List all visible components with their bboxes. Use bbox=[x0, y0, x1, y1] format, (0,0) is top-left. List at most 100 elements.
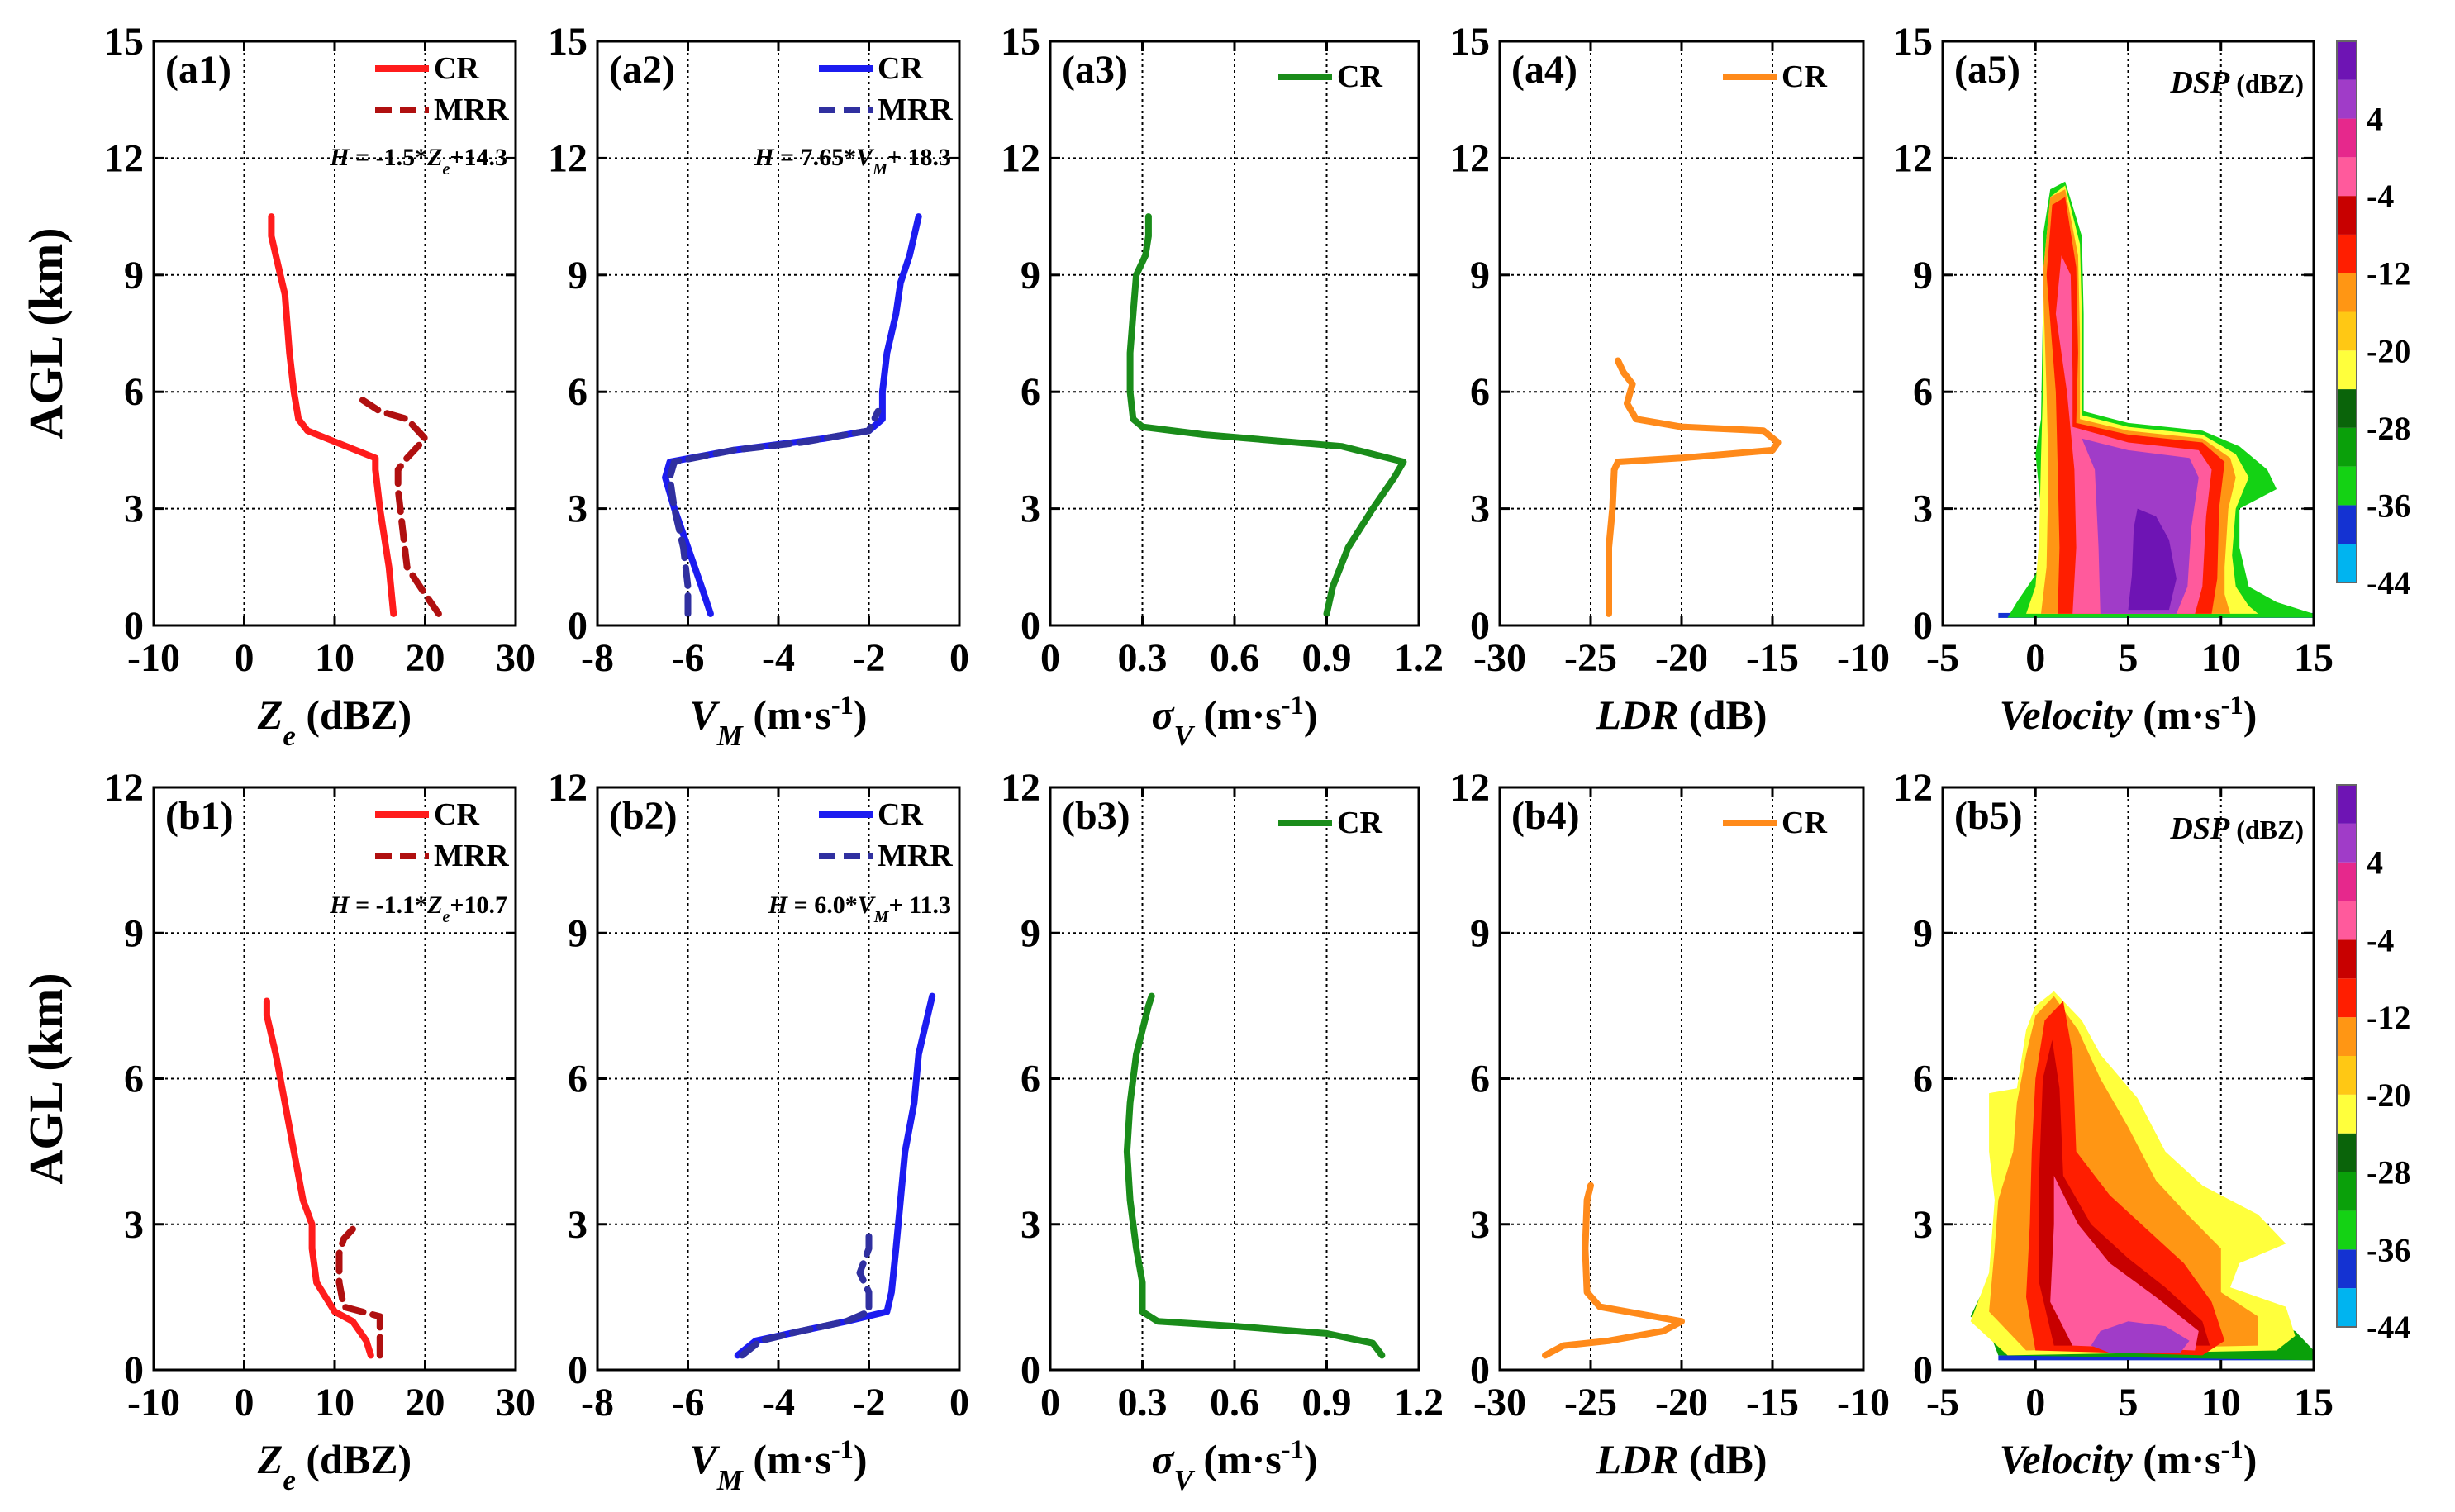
panel-a1-ytick-label: 15 bbox=[104, 20, 144, 64]
panel-b2-xtick-label: 0 bbox=[949, 1381, 969, 1424]
panel-a4-xtick-label: -15 bbox=[1746, 636, 1799, 680]
panel-a2-series-mrr bbox=[666, 407, 882, 617]
panel-b3-xtick-label: 0.9 bbox=[1302, 1381, 1352, 1424]
colorbar-1-cell bbox=[2337, 544, 2357, 582]
panel-b3-label: (b3) bbox=[1062, 794, 1130, 838]
panel-a5-xlabel: Velocity (m·s-1) bbox=[2000, 691, 2258, 738]
panel-b3-ytick-label: 9 bbox=[1021, 911, 1040, 955]
panel-b4-ytick-label: 9 bbox=[1470, 911, 1490, 955]
panel-b2-xtick-label: -4 bbox=[762, 1381, 795, 1424]
colorbar-1-cell bbox=[2337, 273, 2357, 312]
panel-a1-ytick-label: 12 bbox=[104, 136, 144, 180]
panel-a1-ytick-label: 9 bbox=[124, 254, 144, 297]
panel-b1-series-mrr bbox=[335, 1225, 383, 1359]
panel-b4-xtick-label: -15 bbox=[1746, 1381, 1799, 1424]
panel-b4-ytick-label: 3 bbox=[1470, 1203, 1490, 1247]
colorbar-2-cell bbox=[2337, 823, 2357, 863]
panel-b4-xlabel: LDR (dB) bbox=[1596, 1436, 1768, 1482]
panel-a5-label: (a5) bbox=[1954, 48, 2020, 92]
colorbar-2-label: -28 bbox=[2367, 1154, 2410, 1191]
panel-b5-xtick-label: 15 bbox=[2294, 1381, 2334, 1424]
panel-b3-ytick-label: 12 bbox=[1001, 766, 1040, 810]
panel-a3-series-cr bbox=[1126, 213, 1407, 617]
panel-b1-series-cr bbox=[263, 997, 374, 1359]
panel-a5-ytick-label: 3 bbox=[1913, 487, 1933, 531]
panel-b5-ytick-label: 3 bbox=[1913, 1203, 1933, 1247]
colorbar-2-label: -4 bbox=[2367, 921, 2394, 958]
colorbar-1-label: -20 bbox=[2367, 332, 2410, 369]
panel-b1-ytick-label: 0 bbox=[124, 1348, 144, 1392]
panel-a4-xtick-label: -10 bbox=[1837, 636, 1890, 680]
panel-a4-xtick-label: -20 bbox=[1655, 636, 1708, 680]
colorbar-2-cell bbox=[2337, 1133, 2357, 1172]
panel-b3-xtick-label: 1.2 bbox=[1394, 1381, 1444, 1424]
panel-a3-xlabel: σV (m·s-1) bbox=[1152, 691, 1318, 752]
panel-a4-ytick-label: 0 bbox=[1470, 604, 1490, 648]
panel-a5-xtick-label: 10 bbox=[2201, 636, 2241, 680]
panel-a3-ytick-label: 0 bbox=[1021, 604, 1040, 648]
colorbar-1-cell bbox=[2337, 234, 2357, 273]
panel-b5-ytick-label: 9 bbox=[1913, 911, 1933, 955]
panel-b5-dsp-contour-6 bbox=[2091, 1321, 2190, 1353]
panel-b2-xtick-label: -6 bbox=[672, 1381, 705, 1424]
panel-b2-series-mrr bbox=[739, 1225, 873, 1359]
panel-a2-legend-cr: CR bbox=[878, 51, 923, 86]
panel-b5-xlabel: Velocity (m·s-1) bbox=[2000, 1435, 2258, 1482]
panel-b5-xtick-label: 5 bbox=[2119, 1381, 2139, 1424]
panel-a1-series-cr bbox=[268, 213, 397, 617]
colorbar-2-label: -36 bbox=[2367, 1231, 2410, 1268]
panel-a5-legend-dsp: DSP (dBZ) bbox=[2169, 65, 2304, 100]
panel-b5-dsp-contour-5 bbox=[2050, 1176, 2199, 1351]
colorbar-2-cell bbox=[2337, 1017, 2357, 1056]
panel-b2-series-cr bbox=[734, 992, 936, 1359]
panel-a4-ytick-label: 15 bbox=[1450, 20, 1490, 64]
panel-a2-xtick-label: -6 bbox=[672, 636, 705, 680]
colorbar-2-label: -12 bbox=[2367, 999, 2410, 1036]
panel-b2-label: (b2) bbox=[609, 794, 678, 838]
panel-a1-legend-cr: CR bbox=[434, 51, 479, 86]
panel-b4-ytick-label: 0 bbox=[1470, 1348, 1490, 1392]
panel-a3-ytick-label: 3 bbox=[1021, 487, 1040, 531]
colorbar-1-label: -36 bbox=[2367, 487, 2410, 524]
panel-b5-legend-dsp: DSP (dBZ) bbox=[2169, 811, 2304, 846]
panel-a4-series-cr bbox=[1606, 357, 1782, 617]
panel-b3-ytick-label: 6 bbox=[1021, 1058, 1040, 1101]
panel-a5-ytick-label: 6 bbox=[1913, 370, 1933, 414]
colorbar-1-cell bbox=[2337, 118, 2357, 158]
colorbar-1-cell bbox=[2337, 157, 2357, 197]
colorbar-1-label: 4 bbox=[2367, 101, 2383, 138]
colorbar-1-label: -4 bbox=[2367, 178, 2394, 215]
panel-a3-ytick-label: 6 bbox=[1021, 370, 1040, 414]
panel-b5-label: (b5) bbox=[1954, 794, 2023, 838]
panel-b3-xlabel: σV (m·s-1) bbox=[1152, 1435, 1318, 1496]
panel-a1-ytick-label: 0 bbox=[124, 604, 144, 648]
panel-b5-dsp-base bbox=[1998, 1355, 2314, 1361]
panel-b2-xtick-label: -8 bbox=[581, 1381, 614, 1424]
panel-b5-xtick-label: 0 bbox=[2025, 1381, 2045, 1424]
panel-b4-label: (b4) bbox=[1511, 794, 1580, 838]
panel-b2-ytick-label: 12 bbox=[548, 766, 588, 810]
colorbar-1-cell bbox=[2337, 41, 2357, 80]
panel-a4-legend-cr: CR bbox=[1782, 59, 1827, 94]
panel-a5-xtick-label: 0 bbox=[2025, 636, 2045, 680]
panel-a2-xtick-label: -2 bbox=[853, 636, 886, 680]
panel-a1-ytick-label: 3 bbox=[124, 487, 144, 531]
panel-b3-series-cr bbox=[1123, 992, 1386, 1359]
colorbar-2-cell bbox=[2337, 1094, 2357, 1134]
panel-a3-xtick-label: 0.9 bbox=[1302, 636, 1352, 680]
panel-b4-series-cr bbox=[1542, 1182, 1685, 1359]
colorbar-1-label: -28 bbox=[2367, 410, 2410, 447]
colorbar-1-cell bbox=[2337, 466, 2357, 506]
panel-a2-ytick-label: 9 bbox=[568, 254, 588, 297]
panel-b2-legend-cr: CR bbox=[878, 797, 923, 832]
panel-a2-xtick-label: -4 bbox=[762, 636, 795, 680]
panel-b1-xtick-label: 30 bbox=[496, 1381, 535, 1424]
panel-a1-xtick-label: 20 bbox=[406, 636, 445, 680]
ylabel-row-a: AGL (km) bbox=[19, 227, 73, 439]
colorbar-2-cell bbox=[2337, 1056, 2357, 1095]
panel-a4-xtick-label: -25 bbox=[1564, 636, 1617, 680]
panel-a4-xtick-label: -30 bbox=[1473, 636, 1526, 680]
panel-a5-xtick-label: -5 bbox=[1926, 636, 1959, 680]
colorbar-2-cell bbox=[2337, 1210, 2357, 1250]
